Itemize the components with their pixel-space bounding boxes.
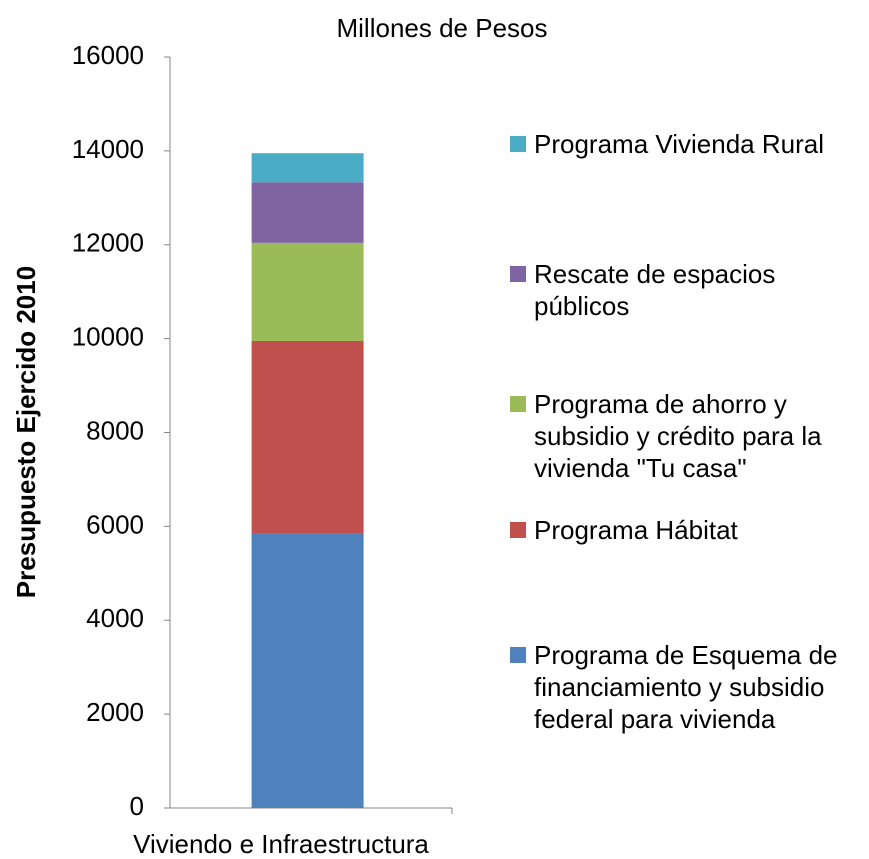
legend-item: Programa de ahorro y subsidio y crédito … (510, 388, 850, 484)
bar-segment (251, 242, 364, 341)
y-tick-label: 10000 (72, 322, 144, 352)
legend-item: Programa Hábitat (510, 514, 850, 546)
y-tick-label: 4000 (86, 603, 144, 633)
y-axis-label: Presupuesto Ejercido 2010 (11, 266, 41, 598)
x-tick-label: Viviendo e Infraestructura (133, 829, 429, 859)
legend-swatch (510, 522, 526, 538)
bar-segment (251, 533, 364, 808)
y-tick-label: 8000 (86, 415, 144, 445)
y-tick-label: 16000 (72, 40, 144, 70)
y-tick-label: 12000 (72, 228, 144, 258)
legend-swatch (510, 136, 526, 152)
legend-label: Programa Vivienda Rural (534, 129, 824, 159)
legend-label: Programa de ahorro y subsidio y crédito … (534, 389, 822, 483)
legend-label: Programa de Esquema de financiamiento y … (534, 640, 838, 734)
legend-swatch (510, 647, 526, 663)
legend-label: Rescate de espacios públicos (534, 259, 776, 321)
legend-item: Programa de Esquema de financiamiento y … (510, 639, 850, 735)
legend-swatch (510, 396, 526, 412)
y-tick-label: 6000 (86, 509, 144, 539)
bar-segment (251, 153, 364, 183)
chart-title: Millones de Pesos (337, 13, 548, 43)
bar-segment (251, 340, 364, 534)
legend-item: Rescate de espacios públicos (510, 258, 850, 322)
legend-label: Programa Hábitat (534, 515, 738, 545)
y-tick-label: 2000 (86, 697, 144, 727)
legend-item: Programa Vivienda Rural (510, 128, 850, 160)
y-tick-label: 14000 (72, 134, 144, 164)
bar-segment (251, 182, 364, 243)
y-tick-label: 0 (130, 791, 144, 821)
legend-swatch (510, 266, 526, 282)
